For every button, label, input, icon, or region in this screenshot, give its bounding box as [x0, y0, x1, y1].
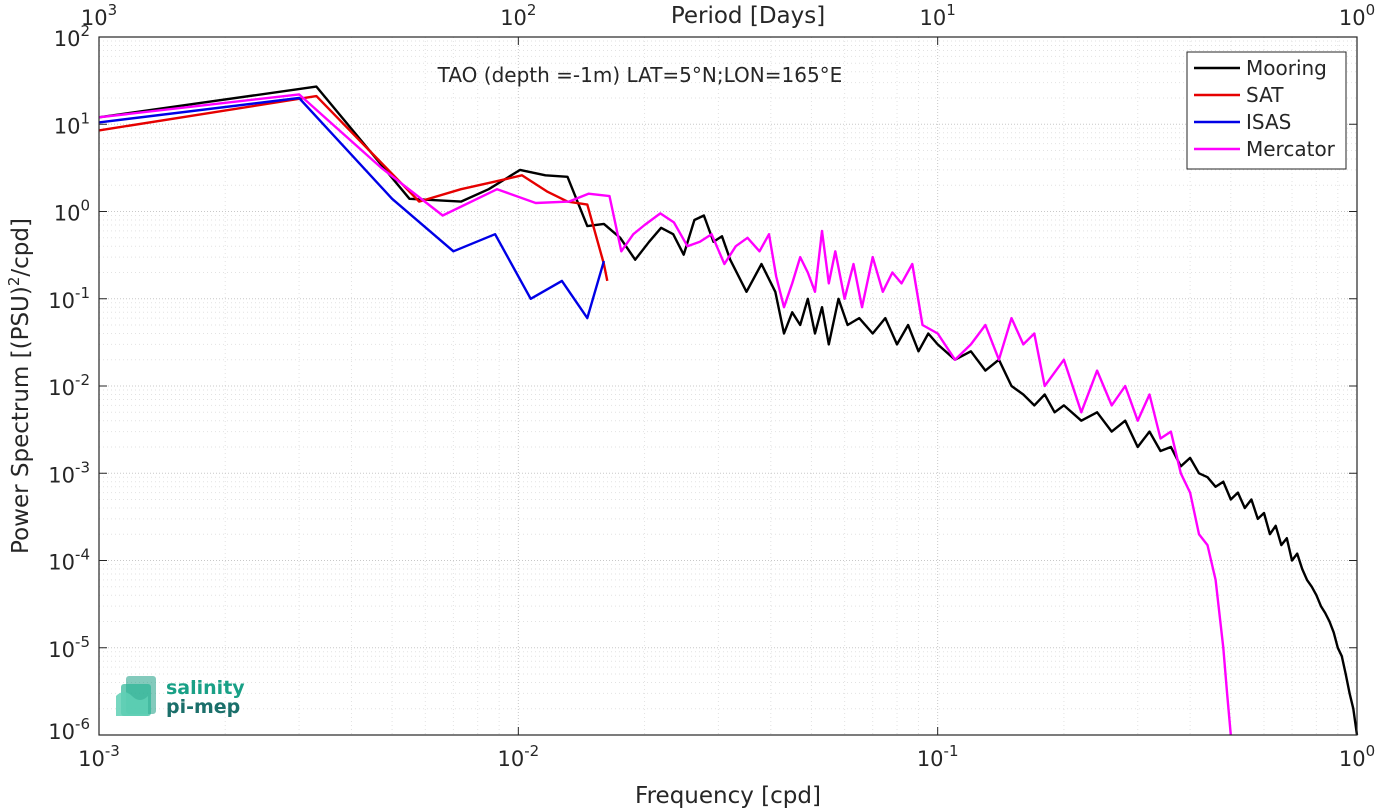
x-tick-label-exponent: -3 [105, 742, 120, 760]
top-tick-label: 102 [500, 1, 536, 30]
top-tick-label: 100 [1339, 1, 1375, 30]
x-axis-label: Frequency [cpd] [635, 783, 821, 809]
y-tick-label-exponent: -2 [75, 371, 90, 389]
y-axis-label: Power Spectrum [(PSU)2/cpd] [5, 218, 34, 554]
y-tick-label: 10-3 [48, 458, 90, 487]
y-tick-label: 10-2 [48, 371, 90, 400]
legend-label-sat: SAT [1246, 83, 1284, 107]
logo-text-pimep: pi-mep [166, 696, 240, 718]
y-tick-label-exponent: 0 [80, 197, 90, 215]
x-tick-label-base: 10 [917, 747, 944, 771]
y-tick-label-base: 10 [48, 720, 75, 744]
series-line-mercator [98, 93, 1232, 736]
top-axis-label: Period [Days] [671, 3, 825, 29]
top-tick-label-base: 10 [920, 6, 947, 30]
y-tick-label-base: 10 [48, 463, 75, 487]
top-tick-label: 103 [81, 1, 117, 30]
y-axis-label-tail: /cpd] [8, 218, 34, 277]
y-tick-label-exponent: -4 [75, 546, 90, 564]
logo-wave-front [116, 692, 148, 716]
y-tick-label-base: 10 [54, 202, 81, 226]
plot-background [99, 37, 1357, 735]
y-axis-label-main: Power Spectrum [(PSU) [8, 286, 34, 554]
y-tick-label: 102 [54, 22, 90, 51]
legend-label-isas: ISAS [1246, 110, 1291, 134]
y-tick-label-base: 10 [48, 289, 75, 313]
y-tick-label-exponent: -5 [75, 633, 90, 651]
series-layer [98, 85, 1359, 736]
top-tick-label: 101 [920, 1, 956, 30]
y-tick-label: 10-4 [48, 546, 90, 575]
annotation-text: TAO (depth =-1m) LAT=5°N;LON=165°E [437, 63, 843, 87]
series-line-isas [98, 96, 606, 320]
series-line-mooring [98, 85, 1359, 736]
top-tick-label-exponent: 3 [108, 1, 118, 19]
y-tick-label-base: 10 [48, 376, 75, 400]
grid [98, 37, 1357, 736]
x-tick-label: 100 [1339, 742, 1375, 771]
legend-label-mooring: Mooring [1246, 56, 1327, 80]
x-tick-label: 10-3 [78, 742, 120, 771]
x-tick-label: 10-2 [497, 742, 539, 771]
y-tick-label-exponent: 1 [80, 109, 90, 127]
x-tick-label-exponent: 0 [1366, 742, 1376, 760]
y-tick-label-base: 10 [48, 638, 75, 662]
y-tick-label-exponent: 2 [80, 22, 90, 40]
salinity-pimep-logo: salinity pi-mep [116, 676, 245, 718]
x-tick-label: 10-1 [917, 742, 959, 771]
y-tick-label: 100 [54, 197, 90, 226]
top-tick-label-base: 10 [500, 6, 527, 30]
y-tick-label: 10-6 [48, 715, 90, 744]
x-tick-label-base: 10 [78, 747, 105, 771]
y-tick-label: 101 [54, 109, 90, 138]
x-tick-label-base: 10 [497, 747, 524, 771]
top-tick-label-base: 10 [1339, 6, 1366, 30]
y-tick-label: 10-1 [48, 284, 90, 313]
x-tick-label-base: 10 [1339, 747, 1366, 771]
y-tick-label: 10-5 [48, 633, 90, 662]
legend: Mooring SAT ISAS Mercator [1186, 51, 1347, 170]
legend-items: Mooring SAT ISAS Mercator [1194, 56, 1336, 161]
top-tick-label-base: 10 [81, 6, 108, 30]
y-tick-label-exponent: -6 [75, 715, 90, 733]
series-line-sat [98, 94, 609, 282]
x-tick-label-exponent: -1 [944, 742, 959, 760]
y-tick-label-exponent: -3 [75, 458, 90, 476]
y-tick-label-exponent: -1 [75, 284, 90, 302]
legend-label-mercator: Mercator [1246, 137, 1336, 161]
y-axis-label-sup: 2 [5, 277, 23, 287]
top-tick-label-exponent: 0 [1366, 1, 1376, 19]
x-tick-label-exponent: -2 [524, 742, 539, 760]
y-tick-label-base: 10 [48, 551, 75, 575]
logo-text-salinity: salinity [166, 677, 245, 699]
top-tick-label-exponent: 1 [946, 1, 956, 19]
y-tick-label-base: 10 [54, 114, 81, 138]
top-tick-label-exponent: 2 [527, 1, 537, 19]
y-tick-label-base: 10 [54, 27, 81, 51]
